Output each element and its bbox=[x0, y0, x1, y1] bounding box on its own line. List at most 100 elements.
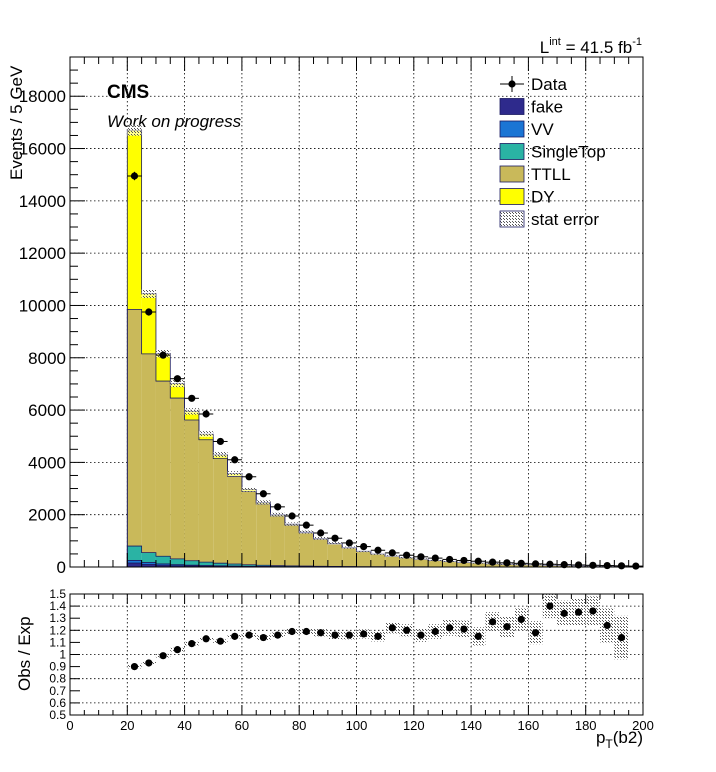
ratio-x-tick-label: 60 bbox=[235, 718, 249, 733]
data-point bbox=[431, 554, 439, 562]
bar-fake bbox=[184, 565, 199, 567]
stacked-histogram bbox=[126, 129, 643, 568]
bar-dy bbox=[155, 353, 171, 382]
legend-swatch-stat-error bbox=[499, 210, 525, 228]
legend-label-dy: DY bbox=[531, 188, 555, 207]
stat-error-box bbox=[256, 500, 271, 505]
ratio-point bbox=[560, 609, 568, 617]
x-axis-label: pT(b2) bbox=[596, 728, 643, 751]
ratio-point bbox=[231, 632, 239, 640]
bar-ttll bbox=[327, 543, 343, 567]
stat-error-box bbox=[141, 289, 156, 298]
bar-fake bbox=[127, 563, 142, 567]
main-y-tick-label: 16000 bbox=[19, 140, 66, 159]
data-point bbox=[417, 553, 425, 561]
ratio-y-tick-label: 0.8 bbox=[49, 672, 66, 686]
bar-singletop bbox=[241, 564, 257, 567]
stat-error-box bbox=[213, 452, 228, 458]
bar-singletop bbox=[198, 562, 214, 566]
bar-ttll bbox=[385, 556, 400, 567]
stat-error-box bbox=[270, 512, 285, 517]
ratio-point bbox=[603, 621, 611, 630]
legend-label-vv: VV bbox=[531, 120, 554, 139]
bar-ttll bbox=[442, 561, 457, 567]
ratio-point bbox=[216, 637, 225, 645]
bar-singletop bbox=[155, 556, 171, 564]
stat-error-box bbox=[356, 550, 371, 553]
main-y-tick-label: 14000 bbox=[19, 192, 66, 211]
bar-singletop bbox=[170, 558, 185, 565]
data-point bbox=[374, 546, 382, 554]
main-y-tick-label: 4000 bbox=[28, 453, 66, 472]
bar-vv bbox=[170, 564, 185, 566]
stat-error-box bbox=[170, 380, 185, 388]
legend-label-fake: fake bbox=[531, 98, 563, 117]
ratio-y-tick-label: 0.7 bbox=[49, 684, 66, 698]
ratio-plot-axes: 0.50.60.70.80.911.11.21.31.41.5 0 20 40 60 80… bbox=[49, 587, 654, 733]
ratio-x-tick-label: 180 bbox=[575, 718, 597, 733]
bar-ttll bbox=[155, 381, 171, 557]
data-point bbox=[288, 512, 296, 520]
bar-ttll bbox=[141, 353, 156, 553]
ratio-x-tick-label: 100 bbox=[346, 718, 368, 733]
ratio-point bbox=[503, 623, 511, 631]
ratio-point bbox=[431, 627, 439, 636]
bar-singletop bbox=[256, 565, 271, 567]
main-y-tick-label: 2000 bbox=[28, 506, 66, 525]
ratio-x-tick-label: 0 bbox=[66, 718, 73, 733]
data-point bbox=[259, 490, 267, 498]
bar-fake bbox=[170, 565, 185, 567]
main-y-tick-label: 8000 bbox=[28, 349, 66, 368]
legend-swatch-fake bbox=[499, 98, 525, 115]
stat-error-box bbox=[127, 124, 142, 136]
bar-dy bbox=[127, 130, 142, 310]
stat-error-box bbox=[342, 546, 357, 549]
bar-ttll bbox=[413, 559, 429, 567]
bar-dy bbox=[170, 383, 185, 399]
stat-error-box bbox=[198, 431, 214, 438]
ratio-x-tick-label: 80 bbox=[292, 718, 306, 733]
data-point bbox=[216, 437, 225, 446]
bar-vv bbox=[141, 562, 156, 565]
bar-ttll bbox=[241, 491, 257, 565]
legend: Data fake VV SingleTop TTLL DY stat error bbox=[499, 75, 606, 229]
ratio-x-tick-label: 20 bbox=[120, 718, 134, 733]
ratio-point bbox=[574, 608, 583, 616]
legend-swatch-singletop bbox=[499, 143, 525, 160]
data-point bbox=[403, 551, 411, 559]
data-point bbox=[145, 308, 153, 316]
bar-singletop bbox=[213, 563, 228, 566]
bar-singletop bbox=[270, 565, 285, 567]
ratio-point bbox=[360, 630, 368, 638]
bar-ttll bbox=[456, 562, 472, 567]
ratio-error-band bbox=[127, 594, 629, 669]
bar-ttll bbox=[227, 476, 242, 564]
main-y-tick-label: 10000 bbox=[19, 296, 66, 315]
ratio-point bbox=[202, 635, 210, 643]
bar-ttll bbox=[198, 439, 214, 563]
data-point bbox=[360, 543, 368, 551]
bar-ttll bbox=[342, 547, 357, 567]
data-point bbox=[531, 560, 540, 568]
ratio-y-tick-label: 1.4 bbox=[49, 599, 66, 613]
ratio-point bbox=[589, 607, 597, 615]
bar-dy bbox=[141, 293, 156, 354]
ratio-x-tick-label: 160 bbox=[518, 718, 540, 733]
ratio-point bbox=[145, 659, 153, 667]
legend-swatch-vv bbox=[499, 120, 525, 138]
bar-ttll bbox=[213, 458, 228, 564]
ratio-point bbox=[345, 631, 353, 639]
ratio-x-tick-label: 140 bbox=[460, 718, 482, 733]
bar-fake bbox=[141, 564, 156, 567]
ratio-point bbox=[317, 629, 325, 637]
ratio-point bbox=[417, 631, 425, 639]
bar-singletop bbox=[127, 546, 142, 561]
ratio-points bbox=[130, 602, 626, 671]
stat-error-box bbox=[241, 487, 257, 492]
ratio-point bbox=[460, 625, 468, 633]
legend-label-data: Data bbox=[531, 75, 567, 94]
bar-dy bbox=[184, 411, 199, 421]
data-point bbox=[560, 561, 568, 569]
legend-label-singletop: SingleTop bbox=[531, 143, 606, 162]
